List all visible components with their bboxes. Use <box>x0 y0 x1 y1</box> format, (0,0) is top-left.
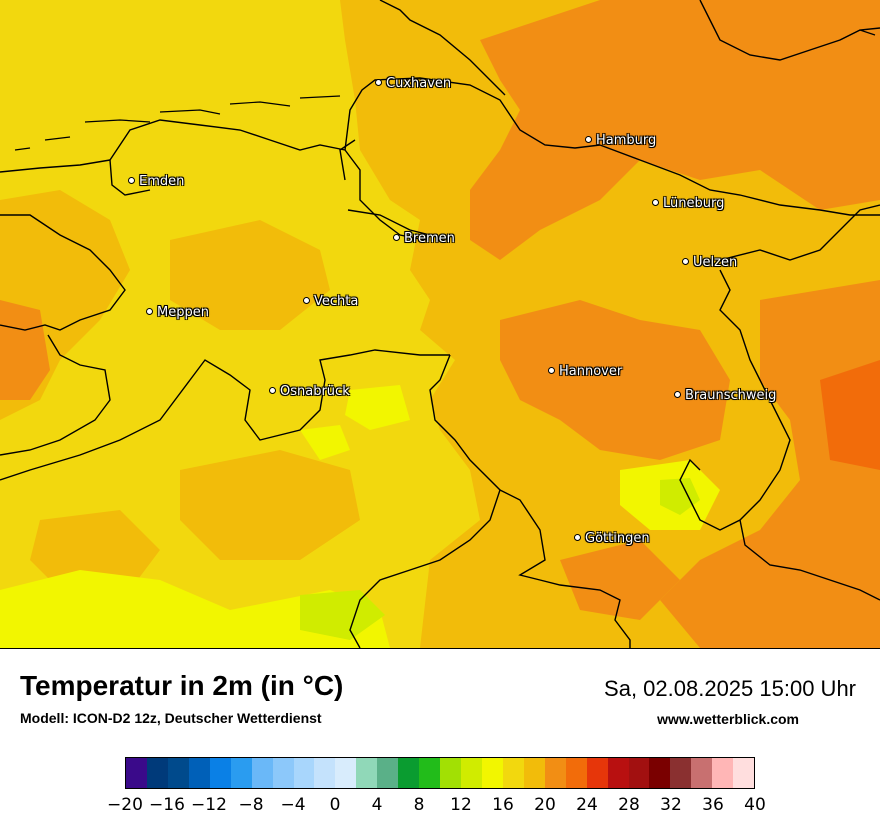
color-scale-segment <box>649 758 671 788</box>
color-scale-tick-label: 32 <box>660 795 682 815</box>
color-scale-segment <box>272 758 294 788</box>
color-scale-segment <box>523 758 545 788</box>
color-scale-tick-label: −8 <box>238 795 264 815</box>
color-scale-segment <box>481 758 503 788</box>
color-scale-tick-label: −12 <box>191 795 227 815</box>
city-marker-icon <box>393 234 400 241</box>
color-scale-tick-label: 36 <box>702 795 724 815</box>
city-label-goettingen[interactable]: Göttingen <box>574 531 650 547</box>
city-label-meppen[interactable]: Meppen <box>146 305 209 321</box>
city-marker-icon <box>303 297 310 304</box>
color-scale-tick-label: 20 <box>534 795 556 815</box>
color-scale-segment <box>126 758 147 788</box>
city-label-bremen[interactable]: Bremen <box>393 231 455 247</box>
color-scale-tick-label: 4 <box>371 795 383 815</box>
city-marker-icon <box>674 391 681 398</box>
color-scale-segment <box>691 758 713 788</box>
city-marker-icon <box>652 199 659 206</box>
city-label-vechta[interactable]: Vechta <box>303 294 358 310</box>
city-label-braunschweig[interactable]: Braunschweig <box>674 388 776 404</box>
city-label-uelzen[interactable]: Uelzen <box>682 255 737 271</box>
color-scale-segment <box>607 758 629 788</box>
color-scale-segment <box>188 758 210 788</box>
color-scale-tick-label: −20 <box>107 795 143 815</box>
color-scale-segment <box>356 758 378 788</box>
city-marker-icon <box>146 308 153 315</box>
color-scale-segment <box>733 758 755 788</box>
color-scale-segment <box>230 758 252 788</box>
temperature-map[interactable]: Cuxhaven Hamburg Emden Lüneburg Bremen U… <box>0 0 880 649</box>
color-scale-segment <box>335 758 357 788</box>
temperature-color-scale <box>125 757 755 789</box>
city-marker-icon <box>585 136 592 143</box>
color-scale-segment <box>398 758 420 788</box>
color-scale-tick-label: 0 <box>329 795 341 815</box>
city-label-lueneburg[interactable]: Lüneburg <box>652 196 724 212</box>
color-scale-tick-label: 40 <box>744 795 766 815</box>
color-scale-tick-label: 12 <box>450 795 472 815</box>
color-scale-segment <box>461 758 482 788</box>
city-label-cuxhaven[interactable]: Cuxhaven <box>375 76 451 92</box>
city-marker-icon <box>128 177 135 184</box>
color-scale-ticks: −20 −16 −12 −8 −4 0 4 8 12 16 20 24 28 32 36 40 <box>107 795 766 819</box>
city-label-emden[interactable]: Emden <box>128 174 184 190</box>
city-marker-icon <box>375 79 382 86</box>
color-scale-segment <box>565 758 587 788</box>
map-canvas <box>0 0 880 648</box>
color-scale-tick-label: −16 <box>149 795 185 815</box>
model-source: Modell: ICON-D2 12z, Deutscher Wetterdie… <box>20 710 322 726</box>
city-label-osnabrueck[interactable]: Osnabrück <box>269 384 350 400</box>
color-scale-segment <box>314 758 336 788</box>
color-scale-segment <box>293 758 315 788</box>
city-marker-icon <box>269 387 276 394</box>
color-scale-segment <box>251 758 273 788</box>
color-scale-segment <box>586 758 608 788</box>
color-scale-segment <box>146 758 168 788</box>
color-scale-tick-label: 28 <box>618 795 640 815</box>
color-scale-tick-label: 8 <box>413 795 425 815</box>
map-title: Temperatur in 2m (in °C) <box>20 670 344 701</box>
color-scale-tick-label: 24 <box>576 795 598 815</box>
color-scale-segment <box>544 758 566 788</box>
color-scale-segment <box>670 758 692 788</box>
color-scale-segment <box>628 758 650 788</box>
color-scale-segment <box>502 758 524 788</box>
forecast-datetime: Sa, 02.08.2025 15:00 Uhr <box>604 676 856 701</box>
color-scale-segment <box>167 758 189 788</box>
color-scale-segment <box>419 758 441 788</box>
city-label-hannover[interactable]: Hannover <box>548 364 622 380</box>
city-label-hamburg[interactable]: Hamburg <box>585 133 656 149</box>
color-scale-tick-label: 16 <box>492 795 514 815</box>
color-scale-tick-label: −4 <box>280 795 306 815</box>
city-marker-icon <box>682 258 689 265</box>
color-scale-segment <box>440 758 461 788</box>
color-scale-segment <box>209 758 231 788</box>
city-marker-icon <box>574 534 581 541</box>
color-scale-segment <box>377 758 399 788</box>
city-marker-icon <box>548 367 555 374</box>
website-link[interactable]: www.wetterblick.com <box>657 711 799 727</box>
color-scale-segment <box>712 758 734 788</box>
